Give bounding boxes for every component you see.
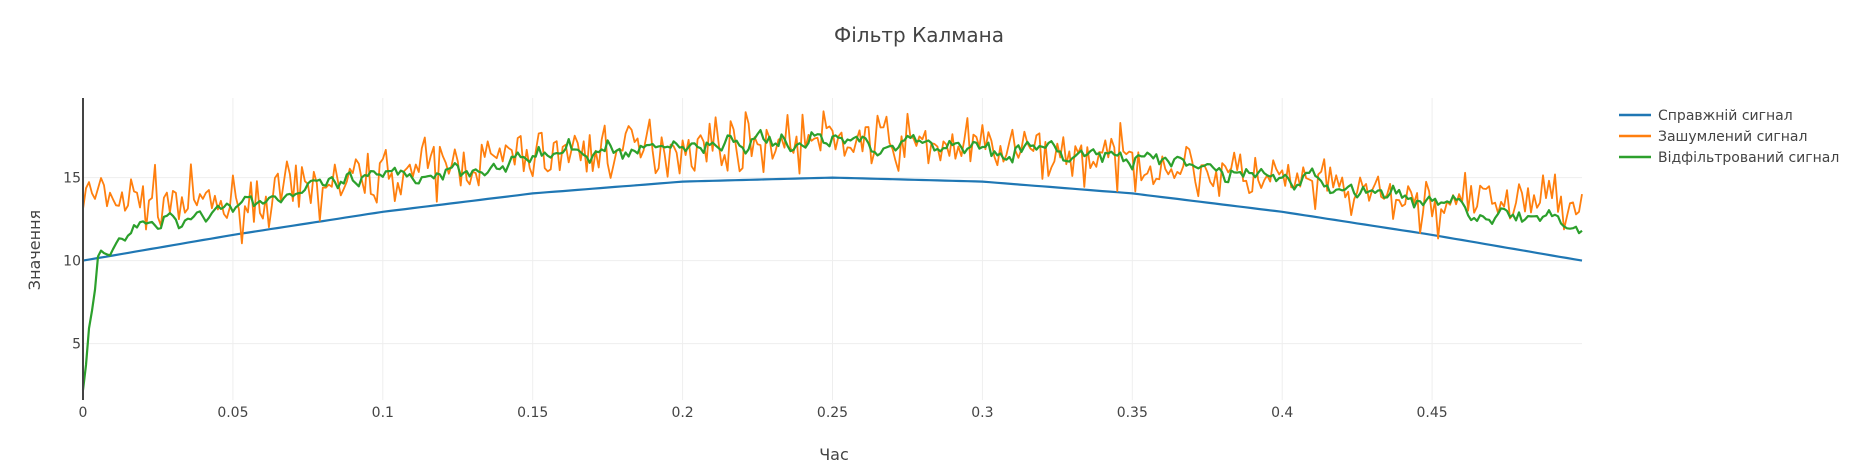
- y-axis-title: Значення: [25, 210, 44, 290]
- legend-label-noisy-signal: Зашумлений сигнал: [1658, 129, 1807, 145]
- y-tick-label: 15: [63, 171, 81, 187]
- x-tick-label: 0.2: [671, 405, 693, 421]
- legend-label-true-signal: Справжній сигнал: [1658, 108, 1793, 124]
- x-tick-label: 0.25: [817, 405, 848, 421]
- legend-item-filtered-signal[interactable]: Відфільтрований сигнал: [1619, 150, 1839, 166]
- y-tick-labels: 5 10 15: [63, 171, 81, 353]
- series-layer: [81, 110, 1583, 391]
- x-tick-label: 0.05: [217, 405, 248, 421]
- x-tick-label: 0.3: [971, 405, 993, 421]
- x-tick-label: 0.4: [1271, 405, 1293, 421]
- x-tick-label: 0.1: [372, 405, 394, 421]
- legend[interactable]: Справжній сигнал Зашумлений сигнал Відфі…: [1619, 108, 1839, 166]
- chart-title: Фільтр Калмана: [834, 23, 1004, 47]
- legend-item-noisy-signal[interactable]: Зашумлений сигнал: [1619, 129, 1807, 145]
- grid: [83, 98, 1582, 400]
- x-tick-label: 0.35: [1117, 405, 1148, 421]
- x-axis-title: Час: [819, 445, 849, 464]
- series-line-true-signal: [82, 176, 1583, 262]
- legend-label-filtered-signal: Відфільтрований сигнал: [1658, 150, 1839, 166]
- y-tick-label: 10: [63, 254, 81, 270]
- y-tick-label: 5: [72, 337, 81, 353]
- x-tick-label: 0: [79, 405, 88, 421]
- x-tick-label: 0.15: [517, 405, 548, 421]
- x-tick-label: 0.45: [1417, 405, 1448, 421]
- legend-item-true-signal[interactable]: Справжній сигнал: [1619, 108, 1793, 124]
- x-tick-labels: 0 0.05 0.1 0.15 0.2 0.25 0.3 0.35 0.4 0.45: [79, 405, 1448, 421]
- series-line-filtered-signal: [81, 129, 1583, 391]
